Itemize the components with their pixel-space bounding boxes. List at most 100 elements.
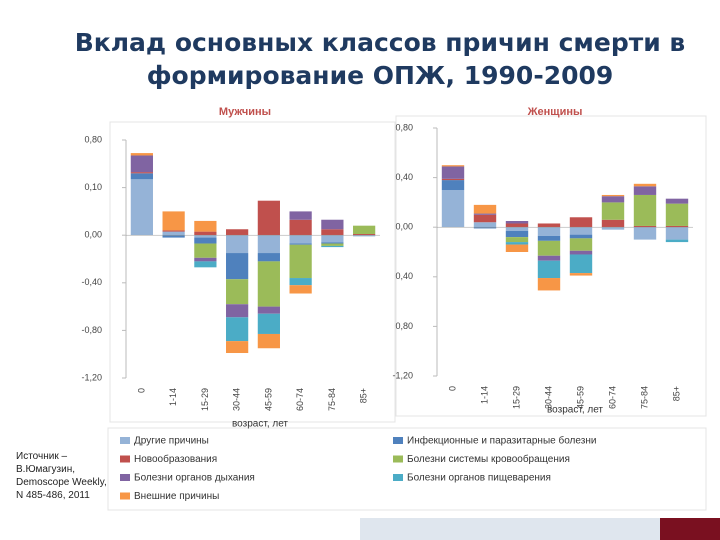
bar-segment — [441, 190, 465, 228]
x-tick-label: 75-84 — [327, 388, 337, 411]
legend-label: Болезни органов пищеварения — [407, 473, 551, 484]
bar-segment — [441, 166, 465, 179]
x-axis-label: возраст, лет — [547, 405, 603, 416]
bar-segment — [473, 222, 497, 228]
bar-segment — [130, 179, 153, 236]
bar-segment — [633, 186, 657, 195]
bar-segment — [505, 230, 529, 238]
bar-segment — [665, 198, 689, 204]
bar-segment — [257, 306, 280, 314]
bar-segment — [473, 227, 497, 229]
x-tick-label: 45-59 — [575, 386, 585, 409]
bar-segment — [194, 257, 217, 262]
bar-segment — [321, 219, 344, 230]
bar-segment — [505, 237, 529, 243]
bar-segment — [473, 204, 497, 214]
bar-segment — [569, 273, 593, 276]
bar-segment — [226, 341, 249, 354]
bar-segment — [441, 165, 465, 167]
y-tick-label: 0,80 — [84, 134, 102, 144]
bar-segment — [665, 239, 689, 243]
bar-segment — [162, 230, 185, 232]
bar-segment — [569, 217, 593, 228]
legend-label: Другие причины — [134, 436, 209, 447]
x-tick-label: 60-74 — [607, 386, 617, 409]
bar-segment — [289, 219, 312, 236]
bar-segment — [321, 243, 344, 246]
bar-segment — [257, 333, 280, 349]
x-tick-label: 85+ — [671, 386, 681, 401]
bar-segment — [130, 172, 153, 174]
bar-segment — [257, 235, 280, 254]
y-tick-label: 0,10 — [84, 182, 102, 192]
bar-segment — [569, 238, 593, 251]
bar-segment — [130, 173, 153, 180]
bar-segment — [321, 235, 344, 243]
bar-segment — [537, 227, 561, 236]
bar-segment — [505, 227, 529, 231]
x-tick-label: 60-74 — [295, 388, 305, 411]
bar-segment — [257, 200, 280, 236]
y-tick-label: 0,80 — [395, 321, 413, 331]
bar-segment — [473, 213, 497, 215]
y-tick-label: 0,40 — [395, 172, 413, 182]
bar-segment — [226, 229, 249, 236]
bar-segment — [633, 225, 657, 228]
bar-segment — [441, 178, 465, 181]
bar-segment — [226, 235, 249, 254]
bar-segment — [633, 183, 657, 187]
chart-subtitle: Женщины — [527, 106, 583, 118]
footer-accent — [660, 518, 720, 540]
bar-segment — [257, 261, 280, 307]
bar-segment — [633, 227, 657, 240]
legend-swatch — [120, 437, 130, 444]
legend-frame — [107, 427, 707, 511]
legend-swatch — [120, 455, 130, 463]
bar-segment — [257, 253, 280, 262]
bar-segment — [353, 225, 376, 235]
legend-label: Болезни системы кровообращения — [407, 453, 570, 465]
slide-title: Вклад основных классов причин смерти в ф… — [74, 28, 686, 90]
bar-segment — [665, 203, 689, 226]
bar-segment — [473, 214, 497, 223]
bar-segment — [537, 235, 561, 241]
y-tick-label: -0,80 — [81, 325, 102, 335]
bar-segment — [353, 235, 376, 237]
bar-segment — [226, 317, 249, 342]
bar-segment — [505, 244, 529, 252]
bar-segment — [257, 313, 280, 334]
bar-segment — [130, 153, 153, 156]
bar-segment — [537, 223, 561, 228]
chart-subtitle: Мужчины — [219, 106, 271, 118]
legend-label: Болезни органов дыхания — [134, 473, 255, 484]
bar-segment — [601, 196, 625, 203]
legend-swatch — [393, 455, 403, 463]
x-tick-label: 15-29 — [200, 388, 210, 411]
bar-segment — [194, 231, 217, 236]
bar-segment — [194, 237, 217, 244]
bar-segment — [505, 221, 529, 224]
x-tick-label: 0 — [447, 386, 457, 391]
bar-segment — [665, 227, 689, 240]
bar-segment — [226, 253, 249, 280]
x-tick-label: 1-14 — [479, 386, 489, 404]
bar-segment — [194, 220, 217, 232]
bar-segment — [601, 202, 625, 220]
bar-segment — [289, 211, 312, 220]
chart-frame — [395, 115, 707, 417]
bar-segment — [569, 250, 593, 255]
y-tick-label: -0,40 — [81, 277, 102, 287]
legend-swatch — [393, 437, 403, 444]
bar-segment — [321, 245, 344, 248]
legend-label: Инфекционные и паразитарные болезни — [407, 435, 596, 447]
y-tick-label: -1,20 — [81, 372, 102, 382]
x-tick-label: 0 — [136, 388, 146, 393]
chart-frame — [109, 121, 396, 423]
bar-segment — [321, 242, 344, 244]
y-tick-label: -1,20 — [392, 370, 413, 380]
bar-segment — [569, 254, 593, 274]
bar-segment — [289, 244, 312, 279]
bar-segment — [289, 278, 312, 286]
